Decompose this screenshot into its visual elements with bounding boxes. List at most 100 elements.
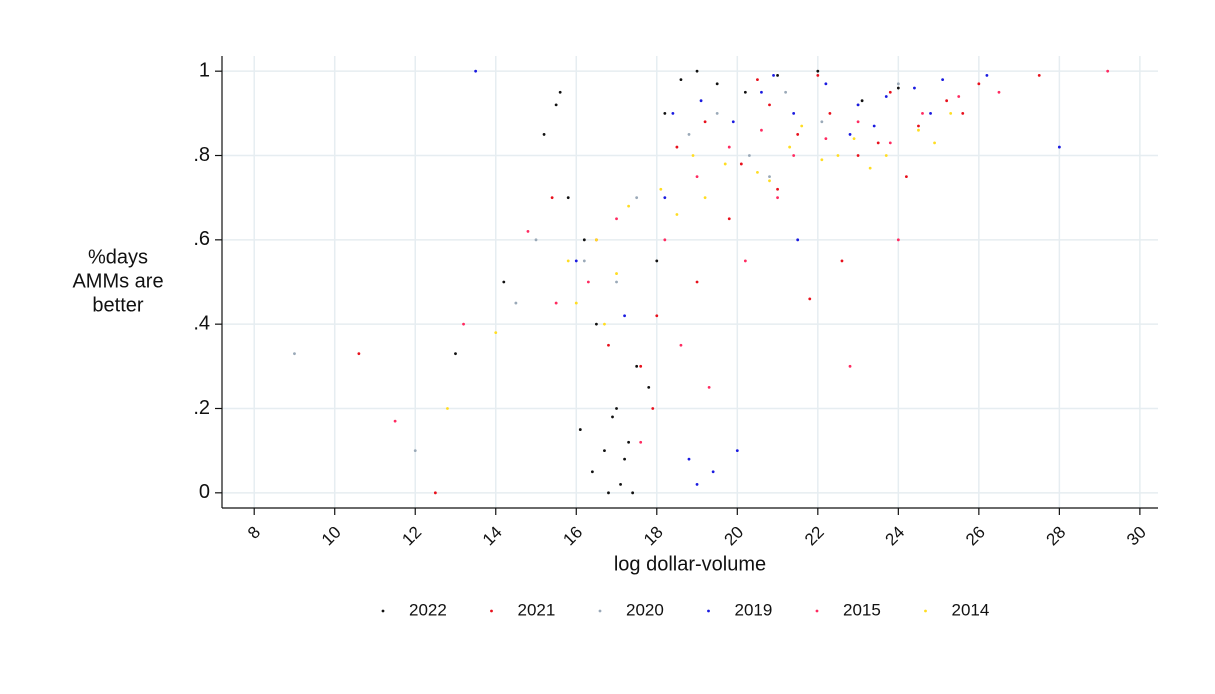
point: [949, 111, 953, 115]
point: [554, 103, 558, 107]
point: [582, 259, 586, 263]
point: [888, 141, 892, 145]
y-axis-label: AMMs are: [72, 270, 163, 292]
legend-label: 2014: [952, 600, 990, 619]
point: [985, 73, 989, 77]
point: [615, 272, 618, 275]
point: [760, 128, 763, 132]
point: [715, 82, 719, 86]
point: [997, 90, 1001, 94]
point: [695, 175, 699, 178]
point: [413, 449, 417, 453]
point: [731, 120, 735, 124]
point: [595, 238, 598, 242]
point: [671, 111, 675, 115]
y-tick-label: .4: [193, 312, 210, 334]
point: [957, 95, 961, 98]
x-tick-label: 12: [398, 523, 425, 550]
point: [433, 491, 437, 495]
point: [1106, 69, 1110, 73]
point: [639, 364, 643, 368]
point: [840, 259, 844, 263]
point: [574, 259, 578, 263]
x-tick-label: 26: [962, 523, 989, 550]
point: [687, 457, 691, 461]
y-tick-label: .8: [193, 144, 210, 166]
point: [586, 280, 590, 284]
y-tick-label: .2: [193, 397, 210, 419]
point: [566, 196, 570, 200]
point: [800, 124, 804, 128]
point: [896, 238, 900, 242]
point: [446, 407, 449, 410]
point: [824, 137, 828, 141]
point: [933, 141, 936, 145]
point: [554, 301, 558, 305]
point: [1037, 73, 1041, 77]
point: [695, 482, 699, 486]
point: [651, 407, 655, 410]
point: [896, 82, 900, 86]
x-tick-label: 28: [1043, 523, 1070, 550]
point: [615, 217, 618, 221]
point: [941, 78, 945, 82]
point: [675, 145, 679, 149]
point: [816, 69, 820, 73]
x-tick-label: 30: [1123, 523, 1150, 550]
point: [961, 111, 965, 115]
point: [856, 103, 860, 107]
point: [647, 386, 651, 389]
point: [836, 154, 840, 157]
point: [743, 90, 747, 94]
point: [768, 179, 771, 183]
point: [623, 457, 626, 461]
point: [393, 419, 397, 423]
point: [917, 128, 920, 132]
point: [760, 90, 763, 94]
point: [558, 90, 562, 94]
x-tick-label: 18: [640, 523, 667, 550]
point: [534, 238, 538, 242]
point: [768, 103, 771, 107]
point: [623, 314, 626, 318]
point: [699, 99, 703, 103]
point: [884, 154, 888, 157]
point: [756, 78, 759, 82]
point: [707, 386, 711, 389]
legend-label: 2020: [626, 600, 664, 619]
point: [703, 196, 707, 200]
point: [727, 145, 731, 149]
point: [595, 322, 598, 326]
legend-marker: [490, 609, 493, 613]
point: [723, 162, 727, 166]
point: [627, 440, 631, 444]
point: [607, 343, 610, 347]
point: [703, 120, 707, 124]
point: [293, 352, 296, 356]
point: [828, 111, 832, 115]
point: [768, 175, 771, 178]
legend-marker: [924, 609, 927, 613]
point: [631, 491, 635, 495]
x-tick-label: 16: [559, 523, 586, 550]
point: [566, 259, 570, 263]
y-tick-label: 1: [199, 59, 210, 81]
point: [872, 124, 876, 128]
point: [514, 301, 518, 305]
legend-label: 2021: [518, 600, 556, 619]
point: [756, 170, 759, 174]
point: [357, 352, 361, 356]
point: [687, 133, 691, 136]
y-tick-label: .6: [193, 228, 210, 250]
point: [820, 158, 824, 162]
point: [663, 196, 667, 200]
point: [639, 440, 643, 444]
point: [868, 166, 872, 170]
point: [739, 162, 743, 166]
legend-label: 2015: [843, 600, 881, 619]
point: [1057, 145, 1061, 149]
point: [852, 137, 856, 141]
point: [590, 470, 594, 474]
point: [635, 196, 639, 200]
